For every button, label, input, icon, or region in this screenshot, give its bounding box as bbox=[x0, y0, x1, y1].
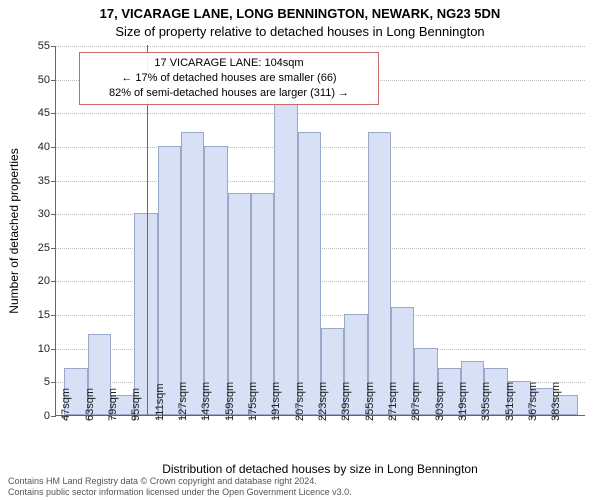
xtick-label: 47sqm bbox=[60, 388, 72, 421]
footer-line-2: Contains public sector information licen… bbox=[8, 487, 352, 498]
ytick-mark bbox=[51, 315, 56, 316]
ytick-mark bbox=[51, 416, 56, 417]
xtick-label: 63sqm bbox=[84, 388, 96, 421]
xtick-label: 255sqm bbox=[364, 382, 376, 421]
ytick-label: 40 bbox=[38, 141, 50, 153]
ytick-label: 50 bbox=[38, 74, 50, 86]
ytick-mark bbox=[51, 46, 56, 47]
xtick-label: 191sqm bbox=[270, 382, 282, 421]
xtick-label: 239sqm bbox=[340, 382, 352, 421]
ytick-mark bbox=[51, 181, 56, 182]
ytick-mark bbox=[51, 248, 56, 249]
x-axis-label: Distribution of detached houses by size … bbox=[55, 462, 585, 476]
xtick-label: 367sqm bbox=[527, 382, 539, 421]
xtick-label: 351sqm bbox=[504, 382, 516, 421]
xtick-label: 143sqm bbox=[200, 382, 212, 421]
xtick-label: 287sqm bbox=[410, 382, 422, 421]
ytick-mark bbox=[51, 80, 56, 81]
annotation-line-1: ← 17% of detached houses are smaller (66… bbox=[86, 71, 372, 86]
annotation-box: 17 VICARAGE LANE: 104sqm← 17% of detache… bbox=[79, 52, 379, 105]
ytick-label: 0 bbox=[44, 410, 50, 422]
ytick-mark bbox=[51, 349, 56, 350]
histogram-bar bbox=[204, 146, 227, 415]
xtick-label: 79sqm bbox=[107, 388, 119, 421]
annotation-line-0: 17 VICARAGE LANE: 104sqm bbox=[86, 56, 372, 71]
ytick-mark bbox=[51, 113, 56, 114]
xtick-label: 335sqm bbox=[480, 382, 492, 421]
footer-line-1: Contains HM Land Registry data © Crown c… bbox=[8, 476, 352, 487]
xtick-label: 207sqm bbox=[294, 382, 306, 421]
xtick-label: 175sqm bbox=[247, 382, 259, 421]
xtick-label: 271sqm bbox=[387, 382, 399, 421]
ytick-mark bbox=[51, 147, 56, 148]
y-axis-label: Number of detached properties bbox=[7, 148, 21, 313]
xtick-label: 303sqm bbox=[434, 382, 446, 421]
ytick-label: 35 bbox=[38, 175, 50, 187]
annotation-line-2: 82% of semi-detached houses are larger (… bbox=[86, 86, 372, 101]
xtick-label: 383sqm bbox=[550, 382, 562, 421]
histogram-bar bbox=[298, 132, 321, 415]
footer-attribution: Contains HM Land Registry data © Crown c… bbox=[8, 476, 352, 498]
plot-area: 051015202530354045505547sqm63sqm79sqm95s… bbox=[55, 46, 585, 416]
histogram-bar bbox=[274, 79, 297, 415]
histogram-bar bbox=[368, 132, 391, 415]
histogram-bar bbox=[181, 132, 204, 415]
title-main: 17, VICARAGE LANE, LONG BENNINGTON, NEWA… bbox=[0, 6, 600, 21]
xtick-label: 159sqm bbox=[224, 382, 236, 421]
ytick-mark bbox=[51, 214, 56, 215]
ytick-mark bbox=[51, 281, 56, 282]
histogram-bar bbox=[158, 146, 181, 415]
ytick-label: 55 bbox=[38, 40, 50, 52]
xtick-label: 111sqm bbox=[154, 383, 166, 421]
ytick-label: 25 bbox=[38, 242, 50, 254]
xtick-label: 319sqm bbox=[457, 382, 469, 421]
ytick-label: 20 bbox=[38, 275, 50, 287]
gridline bbox=[56, 113, 585, 114]
ytick-mark bbox=[51, 382, 56, 383]
gridline bbox=[56, 46, 585, 47]
title-sub: Size of property relative to detached ho… bbox=[0, 24, 600, 39]
ytick-label: 30 bbox=[38, 208, 50, 220]
ytick-label: 5 bbox=[44, 376, 50, 388]
ytick-label: 45 bbox=[38, 107, 50, 119]
ytick-label: 15 bbox=[38, 309, 50, 321]
chart-container: 17, VICARAGE LANE, LONG BENNINGTON, NEWA… bbox=[0, 0, 600, 500]
xtick-label: 95sqm bbox=[130, 388, 142, 421]
xtick-label: 223sqm bbox=[317, 382, 329, 421]
xtick-label: 127sqm bbox=[177, 382, 189, 421]
ytick-label: 10 bbox=[38, 343, 50, 355]
